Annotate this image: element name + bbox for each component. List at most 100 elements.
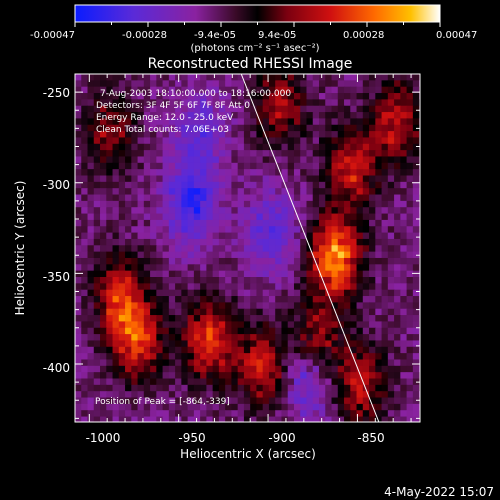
heatmap-cell [243,340,251,348]
heatmap-cell [181,403,189,411]
heatmap-cell [118,308,126,316]
heatmap-cell [193,334,201,342]
heatmap-cell [362,416,370,422]
heatmap-cell [81,194,89,202]
heatmap-cell [168,74,176,81]
heatmap-cell [312,277,320,284]
heatmap-cell [369,162,376,170]
heatmap-cell [381,86,389,94]
heatmap-cell [206,372,214,380]
heatmap-cell [319,289,326,297]
heatmap-cell [362,359,370,367]
heatmap-cell [331,321,339,329]
heatmap-cell [131,302,139,310]
heatmap-cell [100,365,107,373]
heatmap-cell [293,131,301,139]
heatmap-cell [262,194,270,202]
heatmap-cell [237,118,245,126]
heatmap-cell [394,346,401,354]
heatmap-cell [306,93,314,100]
heatmap-cell [125,175,132,183]
heatmap-cell [281,340,289,348]
heatmap-cell [300,270,308,278]
heatmap-cell [100,74,107,81]
heatmap-cell [200,384,207,392]
heatmap-cell [156,207,164,215]
heatmap-cell [93,264,101,272]
heatmap-cell [331,315,339,323]
heatmap-cell [243,194,251,202]
heatmap-cell [193,264,201,272]
heatmap-cell [212,213,220,221]
heatmap-cell [400,137,408,145]
heatmap-cell [256,327,264,335]
heatmap-cell [131,80,139,88]
heatmap-cell [243,181,251,189]
heatmap-cell [331,270,339,278]
heatmap-cell [106,391,114,399]
heatmap-cell [256,200,264,208]
heatmap-cell [387,207,395,215]
heatmap-cell [131,238,139,246]
heatmap-cell [256,99,264,107]
heatmap-cell [262,245,270,253]
heatmap-cell [106,308,114,316]
heatmap-cell [118,232,126,240]
heatmap-cell [143,321,151,329]
heatmap-cell [325,416,333,422]
heatmap-cell [268,289,276,297]
heatmap-cell [387,118,395,126]
heatmap-cell [206,99,214,107]
heatmap-cell [118,257,126,265]
heatmap-cell [293,378,301,386]
heatmap-cell [193,251,201,259]
heatmap-cell [206,340,214,348]
heatmap-cell [187,315,195,323]
heatmap-cell [337,410,345,418]
heatmap-cell [143,270,151,278]
heatmap-cell [131,257,139,265]
heatmap-cell [287,353,295,361]
heatmap-cell [137,410,145,418]
heatmap-cell [412,327,420,335]
heatmap-cell [350,283,358,291]
heatmap-cell [331,105,339,113]
heatmap-cell [344,118,351,126]
heatmap-cell [150,207,157,215]
heatmap-cell [362,143,370,151]
heatmap-cell [125,283,132,291]
heatmap-cell [106,131,114,139]
heatmap-cell [300,334,308,342]
heatmap-cell [175,251,182,259]
heatmap-cell [400,277,408,284]
heatmap-cell [412,213,420,221]
heatmap-cell [256,162,264,170]
heatmap-cell [181,188,189,196]
heatmap-cell [193,118,201,126]
heatmap-cell [356,213,364,221]
heatmap-cell [356,105,364,113]
heatmap-cell [143,283,151,291]
heatmap-cell [250,213,258,221]
heatmap-cell [75,397,82,405]
heatmap-cell [162,93,170,100]
heatmap-cell [162,327,170,335]
heatmap-cell [312,365,320,373]
x-tick-label: -1000 [86,431,121,445]
heatmap-cell [81,232,89,240]
heatmap-cell [231,93,239,100]
heatmap-cell [362,238,370,246]
heatmap-cell [262,207,270,215]
heatmap-cell [75,175,82,183]
heatmap-cell [344,131,351,139]
heatmap-cell [256,169,264,177]
heatmap-cell [362,181,370,189]
heatmap-cell [369,156,376,164]
heatmap-cell [81,391,89,399]
heatmap-cell [212,207,220,215]
heatmap-cell [243,264,251,272]
heatmap-cell [206,137,214,145]
heatmap-cell [381,143,389,151]
heatmap-cell [162,238,170,246]
heatmap-cell [262,327,270,335]
